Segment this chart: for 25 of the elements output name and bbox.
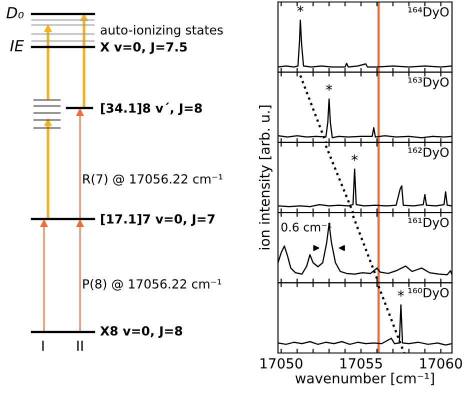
text: X v=0, J=7.5 <box>100 42 187 54</box>
text: P(8) @ 17056.22 cm⁻¹ <box>83 278 222 291</box>
annotation: * <box>398 290 404 297</box>
text: II <box>77 340 83 351</box>
annotation: * <box>297 6 304 12</box>
text: [17.1]7 v=0, J=7 <box>101 214 215 226</box>
y-axis-title: ion intensity [arb. u.] <box>259 106 272 250</box>
annotation: * <box>326 84 332 91</box>
x-axis-title: wavenumber [cm⁻¹] <box>296 372 434 386</box>
annotation: * <box>352 154 358 161</box>
text: [34.1]8 v´, J=8 <box>101 102 202 116</box>
x-tick-label: 17055 <box>340 358 382 369</box>
chart-title: ¹⁶⁰DyO <box>408 288 449 300</box>
text: auto-ionizing states <box>100 24 223 38</box>
chart-title: ¹⁶³DyO <box>408 77 449 90</box>
chart-title: ¹⁶²DyO <box>408 148 449 160</box>
text: D₀ <box>6 7 24 18</box>
text: IE <box>10 40 24 52</box>
text: X8 v=0, J=8 <box>100 326 182 338</box>
text: I <box>42 340 44 351</box>
text: R(7) @ 17056.22 cm⁻¹ <box>83 174 222 186</box>
x-tick-label: 17050 <box>260 358 302 369</box>
chart-title: ¹⁶¹DyO <box>408 218 449 230</box>
chart-title: ¹⁶⁴DyO <box>408 7 449 20</box>
x-tick-label: 17060 <box>420 358 462 369</box>
